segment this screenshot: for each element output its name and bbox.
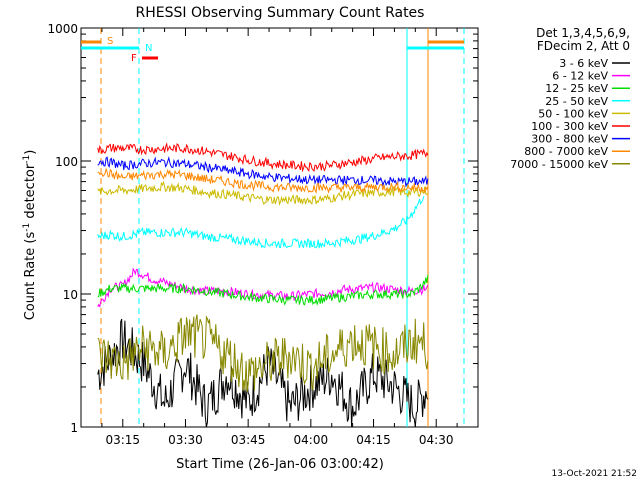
series-line-4 [97,180,429,206]
y-label-mid: detector [23,163,38,223]
series-line-2 [97,274,429,307]
y-label-sup-1: -1 [22,223,32,232]
legend-label: 300 - 800 keV [531,133,608,146]
y-tick-label: 1000 [47,22,78,36]
x-tick-label: 04:30 [419,433,454,447]
flag-label-S: S [107,36,113,47]
flag-label-N: N [145,43,152,54]
chart-title: RHESSI Observing Summary Count Rates [136,5,425,21]
y-tick-label: 10 [63,288,78,302]
x-tick-label: 03:30 [168,433,203,447]
x-tick-label: 04:00 [294,433,329,447]
series-line-7 [97,167,429,195]
x-tick-label: 04:15 [356,433,391,447]
legend-label: 6 - 12 keV [552,70,608,83]
legend-header-2: FDecim 2, Att 0 [537,39,630,53]
y-label-main: Count Rate (s [23,232,38,321]
series-line-6 [97,155,429,188]
svg-text:Count Rate (s-1 detector-1): Count Rate (s-1 detector-1) [22,150,38,321]
x-tick-label: 03:15 [105,433,140,447]
legend-label: 12 - 25 keV [545,82,608,95]
series-line-3 [97,196,425,249]
timestamp: 13-Oct-2021 21:52 [552,469,637,479]
axis-ticks: 03:15 03:30 03:45 04:00 04:15 04:30 1 10 100 1000 [47,22,478,447]
legend-label: 50 - 100 keV [538,107,608,120]
plot-frame [80,27,479,428]
series-line-8 [97,314,429,393]
y-tick-label: 100 [55,155,78,169]
legend-label: 100 - 300 keV [531,120,608,133]
y-label-end: ) [23,150,38,155]
legend-label: 25 - 50 keV [545,95,608,108]
legend-label: 3 - 6 keV [559,57,608,70]
y-axis-label: Count Rate (s-1 detector-1) [22,150,38,321]
plot-area [80,27,479,428]
series-line-5 [97,142,429,173]
x-axis-label: Start Time (26-Jan-06 03:00:42) [176,457,384,472]
legend-label: 800 - 7000 keV [524,145,608,158]
x-tick-label: 03:45 [231,433,266,447]
y-tick-label: 1 [70,421,78,435]
series-lines [97,142,429,428]
flag-label-F: F [131,53,137,64]
legend-header-1: Det 1,3,4,5,6,9, [536,26,630,40]
y-label-sup-2: -1 [22,155,32,164]
legend-label: 7000 - 15000 keV [510,158,608,171]
legend: Det 1,3,4,5,6,9, FDecim 2, Att 0 3 - 6 k… [510,26,630,171]
